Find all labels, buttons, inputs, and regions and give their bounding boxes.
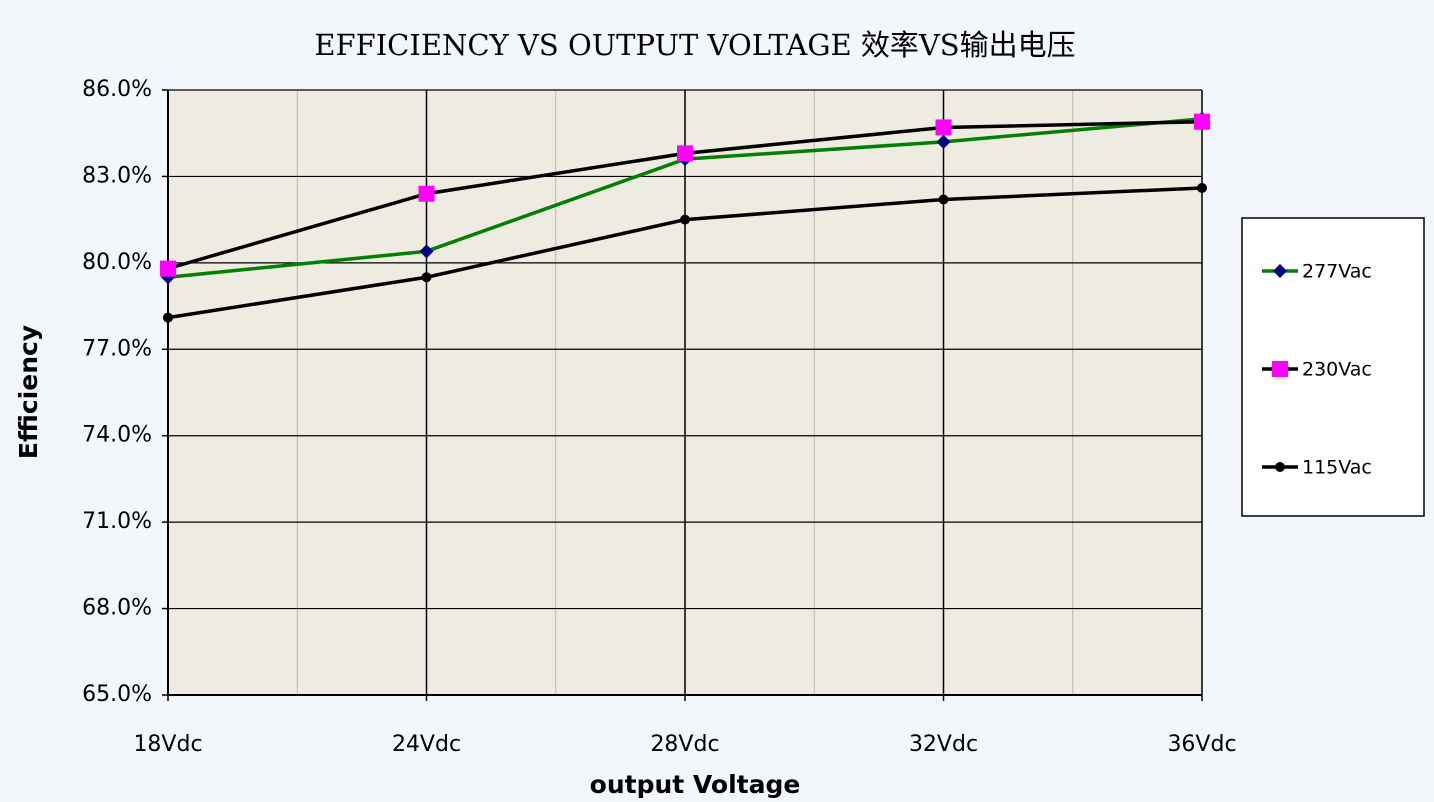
data-point xyxy=(935,119,952,136)
data-point xyxy=(419,244,434,259)
chart-title: EFFICIENCY VS OUTPUT VOLTAGE 效率VS输出电压 xyxy=(314,28,1075,62)
data-point xyxy=(938,194,949,205)
data-point xyxy=(1194,113,1210,130)
y-tick-label: 86.0% xyxy=(82,77,152,102)
data-point xyxy=(421,272,432,283)
data-point xyxy=(163,312,173,323)
legend-label: 230Vac xyxy=(1302,359,1372,381)
y-tick-label: 83.0% xyxy=(82,163,152,188)
y-tick-label: 80.0% xyxy=(82,250,152,275)
data-point xyxy=(677,145,693,162)
data-point xyxy=(418,185,435,202)
legend-label: 115Vac xyxy=(1302,457,1372,479)
y-tick-label: 65.0% xyxy=(82,682,152,707)
legend-marker xyxy=(1275,462,1285,472)
legend-marker xyxy=(1273,264,1287,278)
y-tick-label: 74.0% xyxy=(82,423,152,448)
data-point xyxy=(1197,182,1207,193)
x-axis-title: output Voltage xyxy=(590,770,801,799)
x-tick-label: 36Vdc xyxy=(1167,732,1236,757)
data-point xyxy=(936,134,951,149)
x-tick-label: 18Vdc xyxy=(133,732,202,757)
y-tick-label: 68.0% xyxy=(82,596,152,621)
y-tick-label: 77.0% xyxy=(82,336,152,361)
data-point xyxy=(680,214,690,225)
legend-marker xyxy=(1272,361,1288,377)
y-tick-label: 71.0% xyxy=(82,509,152,534)
legend-label: 277Vac xyxy=(1302,261,1372,283)
y-axis-title: Efficiency xyxy=(14,325,43,459)
x-tick-label: 32Vdc xyxy=(909,732,978,757)
x-tick-label: 28Vdc xyxy=(650,732,719,757)
x-tick-label: 24Vdc xyxy=(392,732,461,757)
data-point xyxy=(160,260,176,277)
